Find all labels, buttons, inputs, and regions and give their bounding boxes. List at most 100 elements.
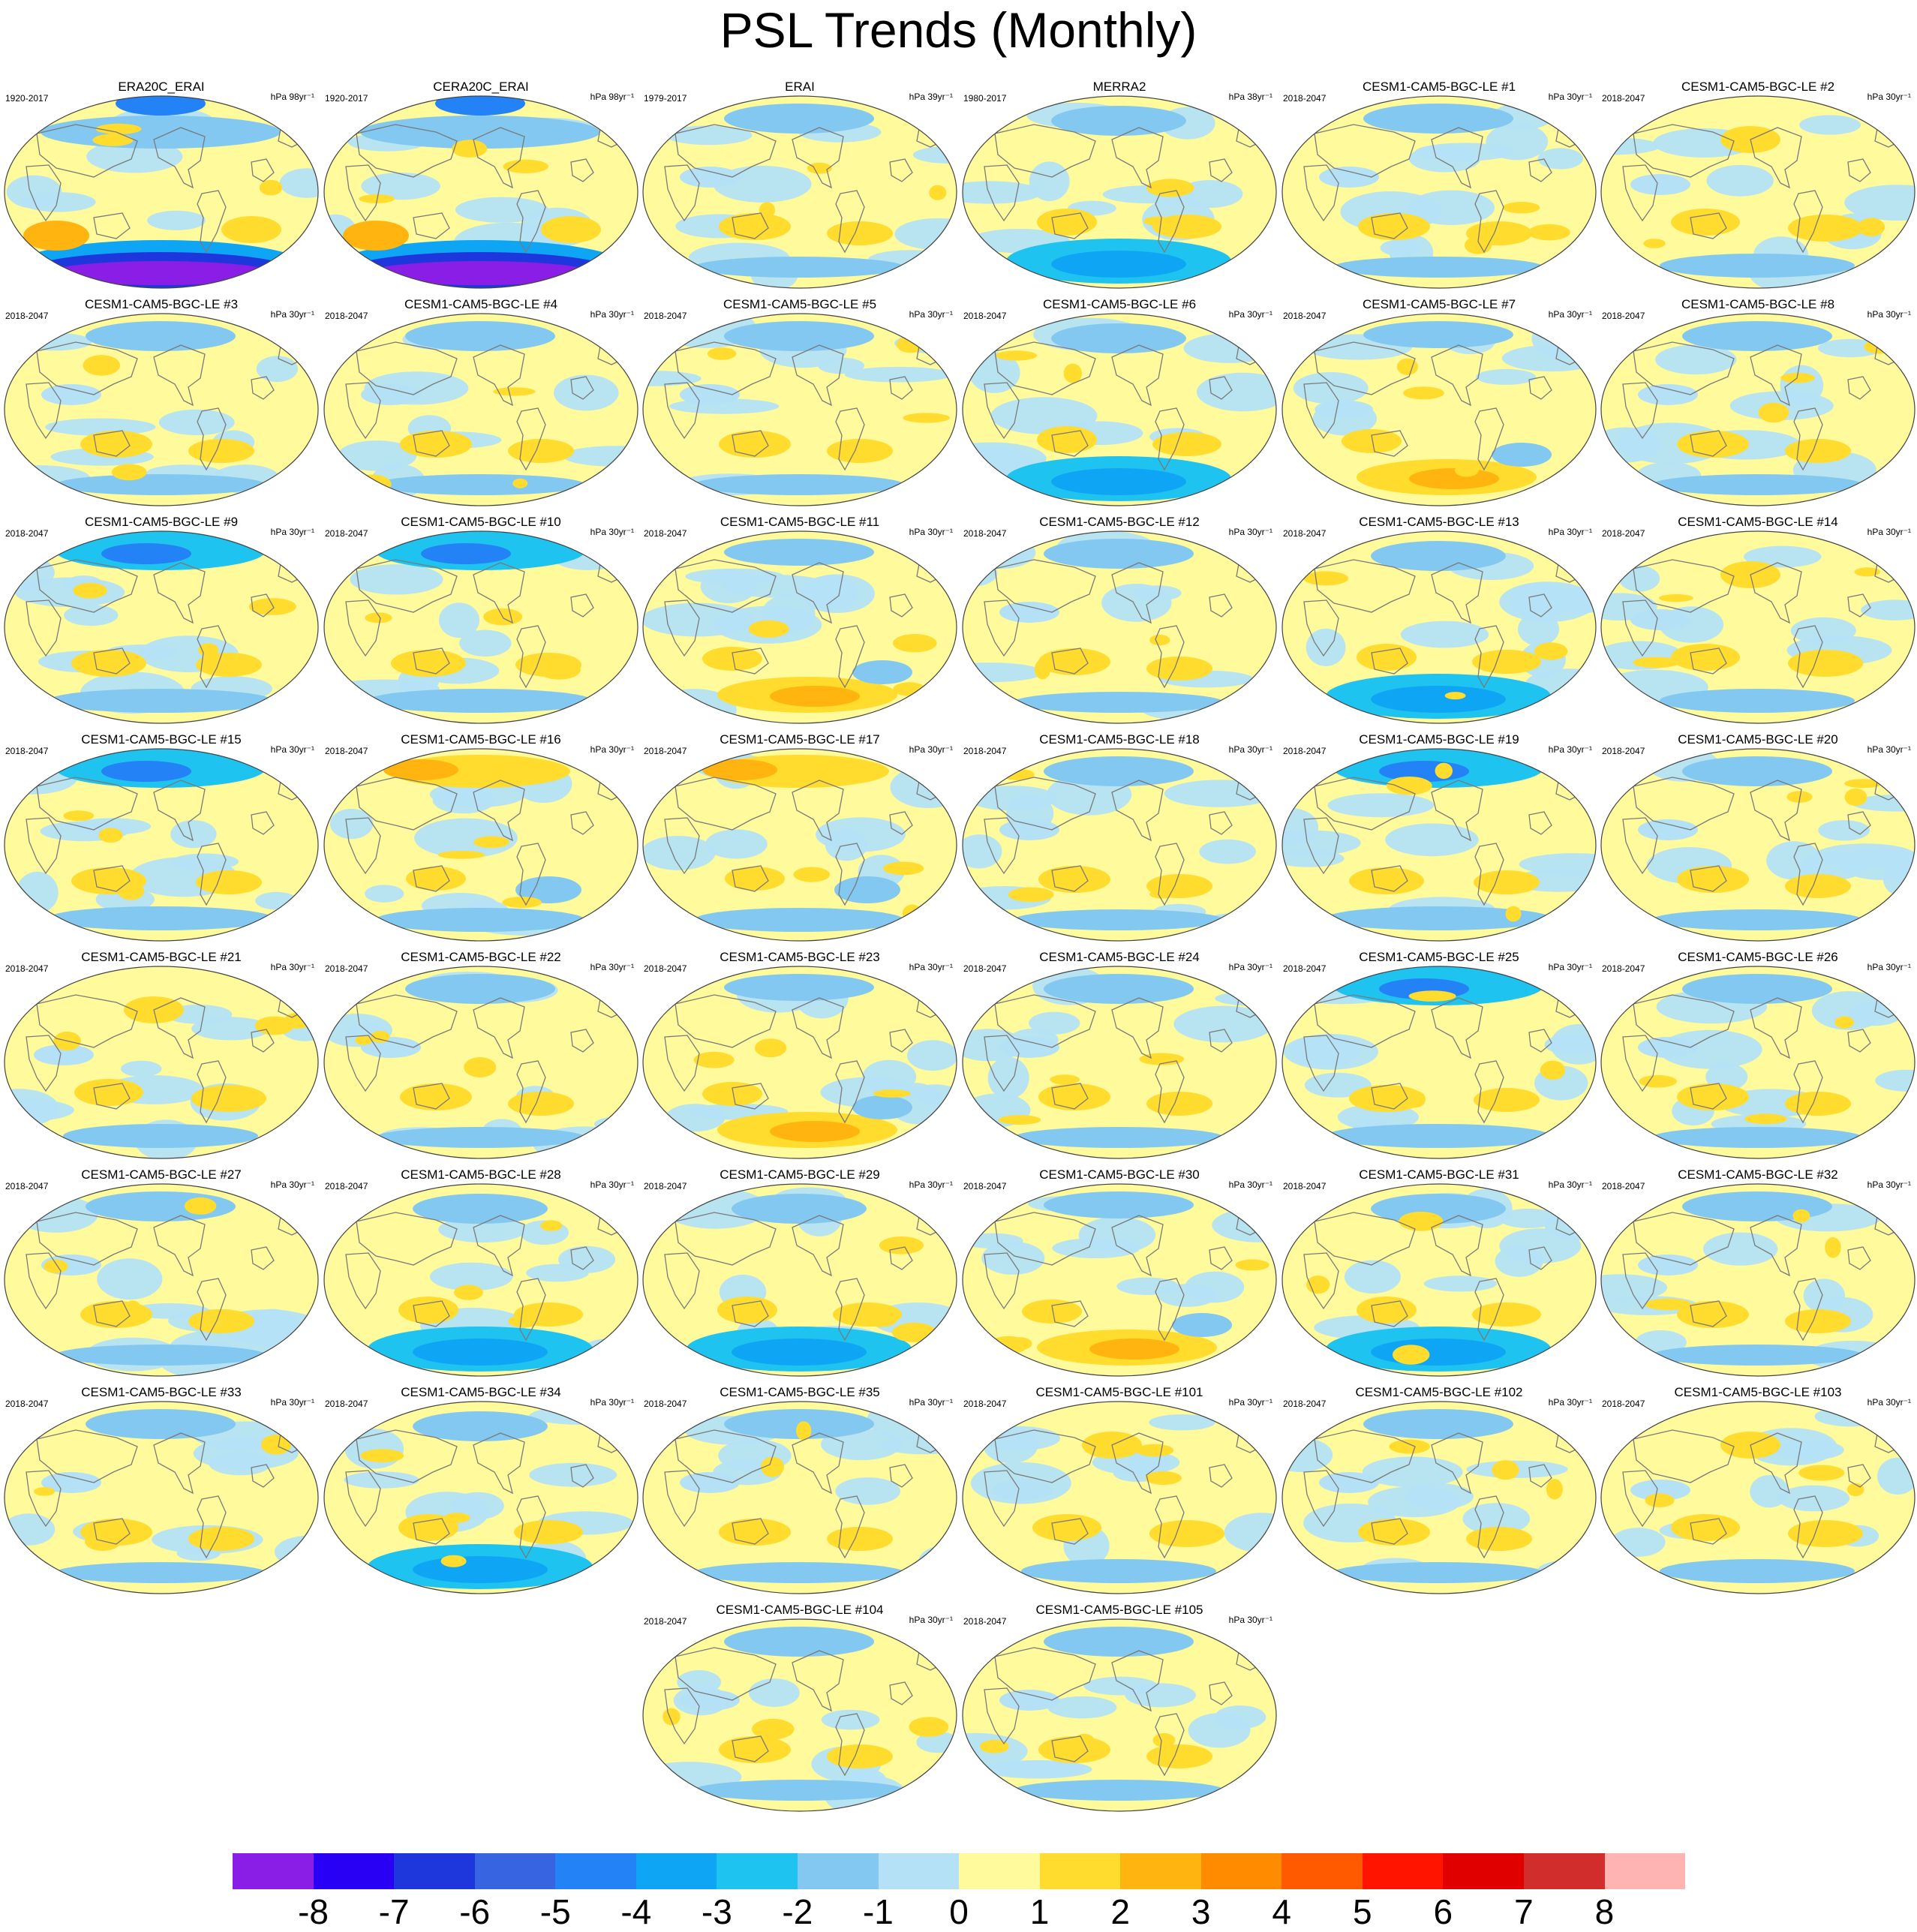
trend-region	[1389, 1439, 1430, 1454]
trend-region	[1038, 1083, 1110, 1110]
panel-title: CESM1-CAM5-BGC-LE #11	[720, 515, 880, 529]
trend-region	[41, 1472, 101, 1493]
coastline	[1474, 1278, 1504, 1342]
coastline	[675, 994, 777, 1048]
panel-period: 2018-2047	[325, 1399, 368, 1409]
trend-region	[23, 221, 89, 251]
map-outline	[323, 966, 638, 1159]
trend-region	[191, 1085, 266, 1112]
coastline	[675, 1647, 777, 1701]
coastline	[889, 811, 913, 835]
coastline	[675, 559, 777, 613]
trend-region	[724, 1627, 874, 1657]
trend-region	[723, 575, 831, 598]
panel-period: 2018-2047	[963, 1616, 1007, 1627]
trend-region	[1282, 849, 1345, 867]
coastline	[473, 1432, 525, 1495]
coastline	[473, 344, 525, 407]
coastline	[1690, 1518, 1727, 1545]
coastline	[26, 382, 62, 440]
trend-region	[1152, 1733, 1176, 1747]
trend-region	[1472, 650, 1541, 674]
colorbar-tick-label: 7	[1514, 1892, 1534, 1931]
coastline	[1303, 1035, 1339, 1092]
coastline	[1111, 562, 1164, 624]
panel-title: CESM1-CAM5-BGC-LE #26	[1678, 950, 1838, 964]
panel-period: 2018-2047	[644, 311, 687, 321]
coastline	[1155, 1278, 1185, 1342]
coastline	[792, 1432, 844, 1495]
trend-region	[80, 1301, 152, 1328]
trend-region	[724, 539, 874, 566]
coastline	[413, 1518, 450, 1545]
coastline	[835, 1495, 865, 1559]
trend-region	[663, 1708, 681, 1726]
coastline	[1314, 559, 1416, 613]
panel-units: hPa 30yr⁻¹	[909, 309, 953, 320]
colorbar-box	[1200, 1853, 1282, 1889]
panel-period: 2018-2047	[1283, 746, 1327, 756]
map-svg	[4, 748, 319, 942]
map-outline	[642, 95, 957, 289]
trend-region	[1854, 567, 1880, 577]
trend-region	[1014, 1127, 1224, 1148]
map-panel: CESM1-CAM5-BGC-LE #1 2018-2047 hPa 30yr⁻¹	[1282, 80, 1597, 290]
coastline	[1528, 158, 1552, 182]
trend-region	[1038, 648, 1110, 675]
trend-region	[343, 221, 409, 251]
coastline	[1847, 593, 1871, 617]
coastline	[197, 190, 227, 254]
trend-region	[5, 1513, 56, 1546]
trend-region	[248, 598, 296, 615]
map-panel: CESM1-CAM5-BGC-LE #24 2018-2047 hPa 30yr⁻¹	[962, 950, 1277, 1160]
trend-region	[1834, 1016, 1854, 1029]
trend-region	[116, 96, 206, 116]
trend-region	[702, 759, 777, 780]
trend-region	[1152, 432, 1221, 456]
trend-region	[1630, 609, 1690, 630]
coastline	[516, 625, 546, 689]
panel-period: 2018-2047	[5, 963, 49, 974]
map-svg	[1600, 530, 1915, 724]
map-outline	[1600, 530, 1915, 724]
coastline	[93, 1300, 131, 1327]
coastline	[1051, 1083, 1089, 1110]
coastline	[664, 1252, 700, 1310]
colorbar-box	[394, 1853, 475, 1889]
panel-units: hPa 30yr⁻¹	[1548, 92, 1592, 102]
coastline	[994, 559, 1096, 613]
trend-region	[64, 604, 119, 626]
map-panel: CESM1-CAM5-BGC-LE #19 2018-2047 hPa 30yr⁻¹	[1282, 732, 1597, 942]
map-outline	[4, 313, 319, 506]
map-panel: CESM1-CAM5-BGC-LE #31 2018-2047 hPa 30yr⁻¹	[1282, 1167, 1597, 1378]
coastline	[994, 1212, 1096, 1266]
trend-region	[464, 1057, 497, 1077]
coastline	[93, 1083, 131, 1110]
trend-region	[1645, 1298, 1692, 1311]
coastline	[570, 1246, 594, 1270]
map-svg	[1282, 748, 1597, 942]
coastline	[1622, 164, 1658, 222]
trend-region	[759, 202, 775, 218]
trend-region	[992, 1480, 1052, 1501]
colorbar-box	[1443, 1853, 1524, 1889]
coastline	[664, 1687, 700, 1745]
coastline	[473, 127, 525, 189]
trend-region	[724, 974, 874, 1001]
trend-region	[643, 835, 716, 870]
coastline	[1690, 865, 1727, 892]
panel-period: 2018-2047	[644, 1399, 687, 1409]
panel-title: CESM1-CAM5-BGC-LE #101	[1035, 1385, 1203, 1399]
trend-region	[1744, 545, 1822, 568]
trend-region	[101, 761, 191, 782]
trend-region	[191, 1017, 270, 1041]
coastline	[356, 777, 458, 831]
map-svg	[962, 1618, 1277, 1812]
map-panel: CESM1-CAM5-BGC-LE #34 2018-2047 hPa 30yr⁻¹	[323, 1385, 638, 1595]
trend-region	[80, 431, 152, 458]
trend-region	[983, 1428, 1038, 1464]
coastline	[516, 1278, 546, 1342]
figure-title: PSL Trends (Monthly)	[720, 2, 1197, 58]
map-outline	[323, 95, 638, 289]
panel-period: 2018-2047	[1602, 93, 1645, 104]
